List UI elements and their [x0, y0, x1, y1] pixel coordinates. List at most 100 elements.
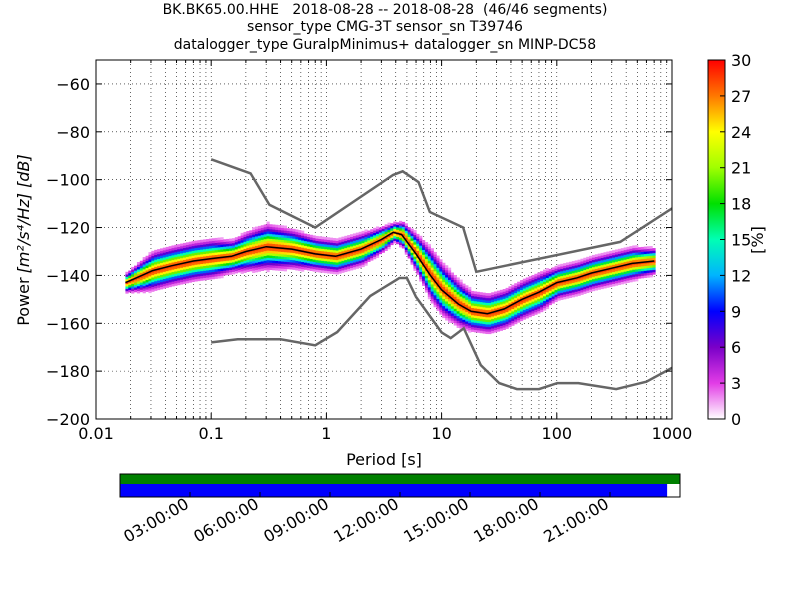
histogram-cell	[378, 237, 383, 240]
histogram-cell	[511, 311, 515, 314]
histogram-cell	[424, 277, 429, 281]
histogram-cell	[496, 324, 501, 327]
histogram-cell	[278, 263, 282, 267]
histogram-cell	[142, 271, 146, 275]
histogram-cell	[531, 279, 535, 283]
histogram-cell	[626, 277, 630, 281]
histogram-cell	[502, 310, 506, 314]
histogram-cell	[260, 239, 264, 243]
histogram-cell	[439, 311, 443, 315]
histogram-cell	[211, 238, 215, 241]
histogram-cell	[269, 255, 273, 259]
histogram-cell	[450, 291, 455, 295]
histogram-cell	[378, 229, 383, 233]
colorbar-tick-label: 6	[731, 338, 741, 357]
histogram-cell	[280, 234, 285, 238]
histogram-cell	[577, 286, 581, 289]
histogram-cell	[165, 251, 169, 255]
histogram-cell	[188, 272, 192, 276]
histogram-cell	[266, 231, 270, 234]
histogram-cell	[571, 268, 575, 271]
histogram-cell	[327, 237, 331, 240]
histogram-cell	[263, 260, 267, 264]
histogram-cell	[615, 261, 619, 265]
histogram-cell	[551, 300, 555, 304]
histogram-cell	[548, 283, 552, 286]
histogram-cell	[390, 223, 394, 226]
histogram-cell	[626, 270, 630, 274]
histogram-cell	[373, 242, 377, 245]
histogram-cell	[600, 276, 604, 280]
histogram-cell	[566, 267, 570, 270]
histogram-cell	[338, 268, 342, 272]
histogram-cell	[208, 248, 213, 251]
histogram-cell	[580, 263, 584, 267]
histogram-cell	[275, 231, 279, 235]
histogram-cell	[332, 257, 336, 260]
histogram-cell	[410, 240, 414, 244]
histogram-cell	[433, 271, 437, 274]
histogram-cell	[525, 306, 529, 309]
histogram-cell	[517, 291, 521, 294]
histogram-cell	[237, 257, 241, 261]
histogram-cell	[640, 246, 645, 250]
histogram-cell	[344, 240, 348, 244]
histogram-cell	[471, 326, 475, 330]
histogram-cell	[177, 258, 181, 262]
histogram-cell	[243, 241, 247, 245]
histogram-cell	[185, 247, 190, 250]
histogram-cell	[537, 294, 541, 297]
histogram-cell	[139, 282, 143, 285]
histogram-cell	[200, 273, 204, 276]
histogram-cell	[439, 280, 443, 284]
histogram-cell	[231, 266, 236, 270]
histogram-cell	[545, 277, 550, 281]
histogram-cell	[128, 277, 132, 281]
histogram-cell	[401, 245, 406, 249]
histogram-cell	[571, 287, 575, 291]
histogram-cell	[522, 293, 527, 296]
histogram-cell	[404, 225, 408, 229]
histogram-cell	[600, 255, 604, 258]
histogram-cell	[128, 270, 132, 274]
histogram-cell	[589, 265, 593, 269]
histogram-cell	[332, 261, 336, 265]
histogram-cell	[465, 328, 469, 332]
histogram-cell	[188, 263, 192, 266]
histogram-cell	[615, 263, 619, 267]
histogram-cell	[188, 275, 192, 278]
histogram-cell	[125, 288, 129, 292]
histogram-cell	[286, 242, 290, 246]
histogram-cell	[243, 243, 247, 247]
histogram-cell	[580, 292, 584, 295]
histogram-cell	[278, 225, 282, 228]
histogram-cell	[652, 252, 656, 256]
histogram-cell	[476, 327, 480, 331]
histogram-cell	[162, 254, 167, 258]
histogram-cell	[246, 240, 250, 244]
histogram-cell	[416, 260, 420, 263]
histogram-cell	[318, 248, 322, 251]
histogram-cell	[335, 259, 339, 263]
histogram-cell	[410, 245, 414, 249]
histogram-cell	[404, 247, 408, 250]
histogram-cell	[243, 267, 247, 271]
histogram-cell	[543, 305, 547, 309]
histogram-cell	[419, 276, 423, 280]
histogram-cell	[496, 326, 501, 330]
histogram-cell	[134, 280, 138, 283]
histogram-cell	[594, 275, 599, 279]
histogram-cell	[485, 321, 489, 325]
histogram-cell	[603, 280, 607, 284]
histogram-cell	[453, 289, 457, 293]
histogram-cell	[131, 274, 135, 277]
histogram-cell	[286, 230, 290, 234]
histogram-cell	[471, 319, 475, 323]
histogram-cell	[269, 250, 273, 254]
histogram-cell	[162, 278, 167, 282]
histogram-cell	[278, 268, 282, 271]
histogram-cell	[577, 283, 581, 287]
histogram-cell	[499, 318, 503, 322]
histogram-cell	[249, 261, 253, 265]
histogram-cell	[442, 315, 446, 319]
